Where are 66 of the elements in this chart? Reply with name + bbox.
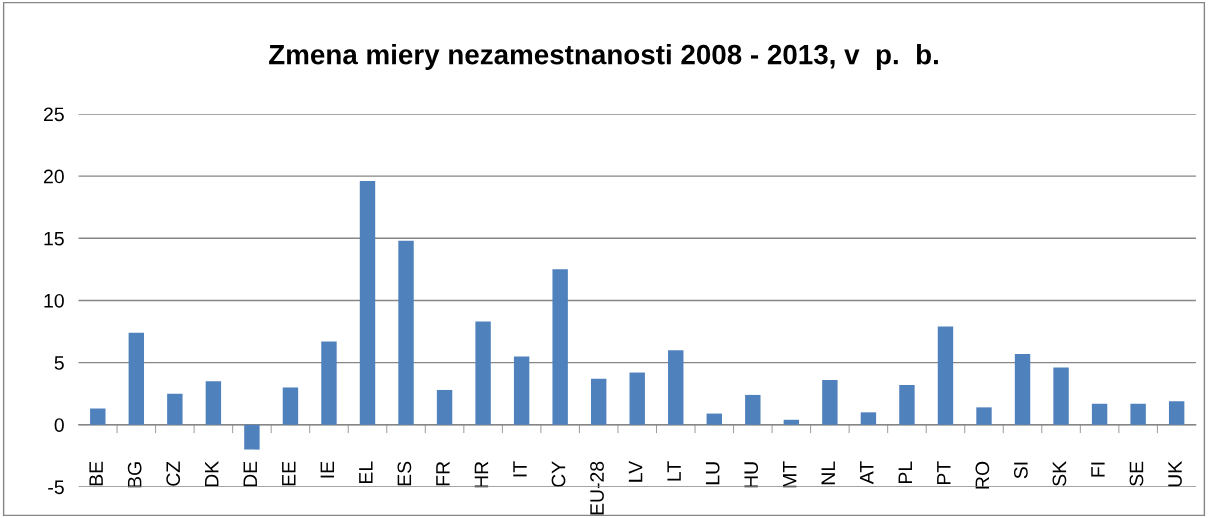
bar — [1130, 403, 1146, 425]
x-tick-label: HR — [474, 461, 489, 488]
y-tick-label: 0 — [54, 418, 64, 432]
x-tick-label: FI — [1091, 462, 1105, 477]
bar — [1014, 353, 1031, 425]
bar — [167, 393, 183, 425]
x-tick-label: LV — [628, 460, 643, 482]
x-tick-label: CY — [551, 461, 566, 487]
x-tick-label: UK — [1168, 461, 1182, 487]
x-tick-label: DK — [205, 461, 219, 487]
x-tick-label: DE — [243, 461, 257, 487]
y-tick-label: 20 — [43, 169, 64, 184]
bar — [513, 356, 530, 425]
bar — [282, 387, 299, 425]
x-tick-label: PL — [898, 461, 912, 484]
bar — [899, 384, 915, 425]
x-tick-label: FR — [436, 461, 450, 486]
x-tick-label: EU-28 — [590, 461, 604, 515]
x-tick-label: SK — [1052, 461, 1067, 486]
x-tick-label: MT — [783, 461, 797, 488]
x-tick-label: LT — [667, 461, 681, 481]
bar — [822, 380, 838, 425]
bar — [745, 394, 761, 425]
bar — [706, 413, 722, 425]
y-tick-label: 25 — [43, 107, 64, 122]
bar — [783, 419, 800, 425]
x-tick-label: SE — [1129, 461, 1144, 486]
bar — [205, 381, 222, 425]
x-tick-label: IT — [513, 461, 527, 477]
x-tick-label: PT — [937, 461, 951, 485]
x-tick-label: EL — [359, 461, 373, 484]
x-tick-label: HU — [744, 462, 759, 488]
x-tick-label: LU — [705, 462, 720, 485]
bar — [1168, 401, 1185, 425]
bar — [860, 412, 877, 425]
x-tick-label: IE — [320, 461, 334, 478]
x-tick-label: EE — [282, 461, 296, 486]
bar — [590, 378, 607, 425]
bar — [359, 181, 376, 425]
bar — [629, 372, 645, 425]
bar — [475, 321, 491, 425]
bar — [436, 389, 453, 425]
bar — [668, 350, 684, 425]
bar — [937, 326, 954, 425]
bar — [1053, 367, 1069, 425]
bar — [552, 269, 568, 425]
y-tick-label: -5 — [48, 480, 64, 495]
x-tick-label: NL — [821, 461, 835, 485]
bar — [1091, 403, 1108, 425]
x-tick-label: CZ — [166, 461, 181, 486]
x-tick-label: AT — [860, 461, 874, 485]
bar — [321, 341, 337, 425]
x-tick-label: RO — [975, 461, 990, 489]
y-tick-label: 15 — [44, 231, 64, 246]
chart-title: Zmena miery nezamestnanosti 2008 - 2013, v p. b. — [269, 44, 938, 70]
y-tick-label: 10 — [44, 293, 64, 308]
bar — [398, 240, 414, 425]
y-tick-label: 5 — [54, 356, 64, 370]
bar — [90, 408, 106, 425]
bar — [244, 424, 260, 450]
x-tick-label: BE — [89, 461, 103, 486]
x-tick-label: BG — [127, 462, 142, 488]
bar — [976, 407, 992, 425]
bar — [128, 332, 145, 425]
x-tick-label: ES — [397, 461, 412, 486]
x-tick-label: SI — [1013, 462, 1028, 479]
